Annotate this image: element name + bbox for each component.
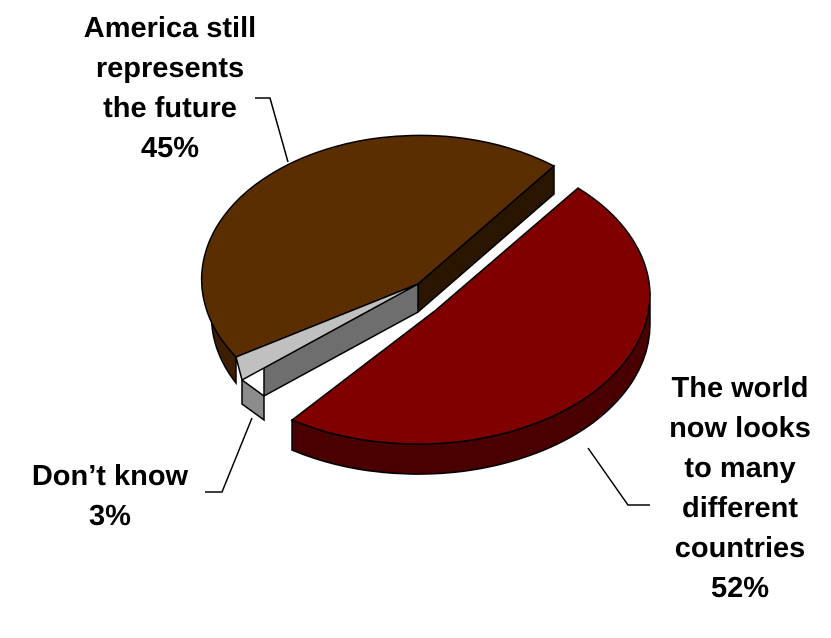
pie-slice-dontknow bbox=[235, 282, 419, 422]
pie-slice-world-top bbox=[290, 187, 651, 445]
leader-line-dontknow bbox=[205, 417, 253, 493]
leader-line-america bbox=[255, 97, 289, 163]
pie-slice-america-top bbox=[200, 134, 556, 358]
pie-slice-dontknow-top bbox=[235, 283, 419, 382]
data-label-world: The world now looks to many different co… bbox=[669, 372, 811, 604]
data-label-dontknow: Don’t know 3% bbox=[31, 460, 189, 532]
pie-slice-america bbox=[200, 134, 556, 386]
pie-slice-dontknow-wall bbox=[241, 378, 265, 422]
pie-slice-world bbox=[290, 187, 651, 475]
leader-line-world bbox=[587, 447, 650, 506]
data-label-america: America still represents the future 45% bbox=[83, 12, 257, 164]
